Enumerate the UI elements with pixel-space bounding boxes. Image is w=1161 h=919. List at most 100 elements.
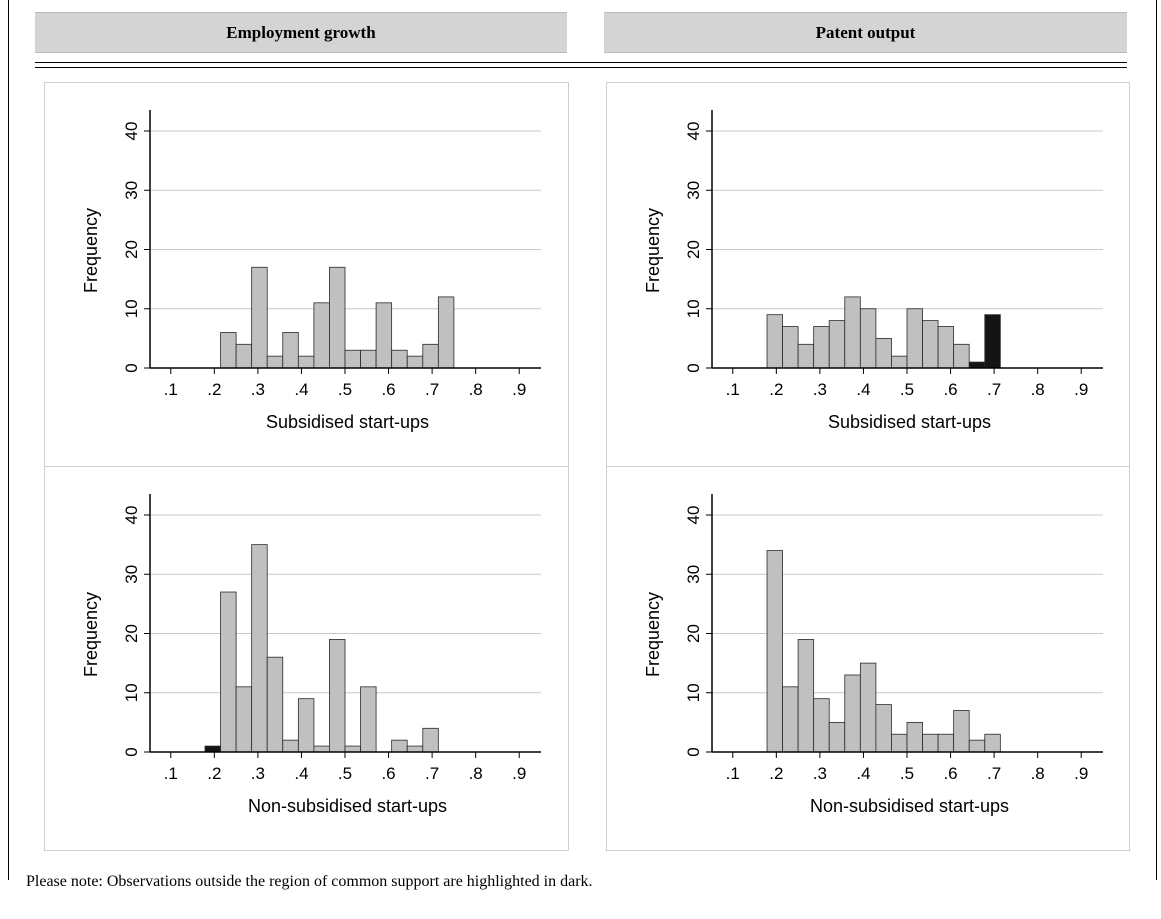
histogram-bar xyxy=(922,733,939,753)
x-tick-label: .5 xyxy=(900,764,914,783)
histogram-bar xyxy=(766,550,783,753)
y-tick-label: 40 xyxy=(684,122,703,141)
histogram-employment-nonsubsidised: 0 10 20 30 40 .1 .2 .3 .4 .5 .6 .7 .8 .9 Frequency Non-… xyxy=(81,494,541,816)
y-tick-label: 10 xyxy=(684,299,703,318)
histogram-bar xyxy=(953,710,970,753)
histogram-bar-outside-support xyxy=(984,314,1001,369)
histogram-employment-subsidised: 0 10 20 30 40 .1 .2 .3 .4 .5 .6 .7 .8 .9 Frequency Subs… xyxy=(81,110,541,432)
x-tick-label: .3 xyxy=(251,380,265,399)
x-tick-label: .9 xyxy=(512,764,526,783)
histogram-bar xyxy=(782,686,799,753)
histogram-bar xyxy=(297,355,315,369)
histogram-bar xyxy=(968,739,986,753)
x-tick-label: .2 xyxy=(769,380,783,399)
histogram-bar xyxy=(266,656,284,753)
histogram-bar xyxy=(266,355,284,369)
histogram-bar xyxy=(922,320,939,369)
footnote: Please note: Observations outside the re… xyxy=(26,873,593,890)
histogram-bar xyxy=(313,745,330,753)
histogram-bar xyxy=(984,733,1001,753)
histogram-bar xyxy=(235,343,253,369)
x-tick-label: .7 xyxy=(987,380,1001,399)
y-tick-label: 20 xyxy=(122,624,141,643)
y-tick-label: 0 xyxy=(684,747,703,756)
histogram-bar xyxy=(344,349,361,369)
histogram-bar xyxy=(844,296,861,369)
histogram-bar xyxy=(813,698,830,753)
histogram-bar xyxy=(859,662,877,753)
histogram-bar xyxy=(953,343,970,369)
figure-frame xyxy=(8,0,1157,880)
y-axis-title: Frequency xyxy=(81,592,101,677)
x-tick-label: .2 xyxy=(207,380,221,399)
x-tick-label: .8 xyxy=(1031,764,1045,783)
histogram-bar xyxy=(375,302,393,369)
x-tick-label: .5 xyxy=(338,764,352,783)
histogram-bar xyxy=(313,302,330,369)
y-tick-label: 0 xyxy=(122,747,141,756)
x-axis-title: Non-subsidised start-ups xyxy=(248,796,447,816)
histogram-bar xyxy=(220,591,237,753)
histogram-bar-outside-support xyxy=(968,361,986,369)
y-tick-label: 20 xyxy=(122,240,141,259)
header-patent-output: Patent output xyxy=(604,12,1127,53)
x-tick-label: .8 xyxy=(469,380,483,399)
x-tick-label: .3 xyxy=(251,764,265,783)
histogram-bar xyxy=(297,698,315,753)
header-employment-growth-label: Employment growth xyxy=(226,22,376,42)
histogram-bar xyxy=(906,308,923,369)
histogram-bar xyxy=(220,332,237,369)
histogram-bar xyxy=(329,266,346,369)
panel-employment-nonsubsidised: 0 10 20 30 40 .1 .2 .3 .4 .5 .6 .7 .8 .9 Frequency Non-… xyxy=(44,466,569,851)
x-tick-label: .4 xyxy=(294,764,308,783)
histogram-bar xyxy=(875,704,892,753)
x-tick-label: .7 xyxy=(425,764,439,783)
histogram-bar xyxy=(391,739,408,753)
x-tick-label: .9 xyxy=(512,380,526,399)
histogram-patent-subsidised: 0 10 20 30 40 .1 .2 .3 .4 .5 .6 .7 .8 .9 Frequency Subs… xyxy=(643,110,1103,432)
histogram-bar xyxy=(360,349,377,369)
x-axis-title: Subsidised start-ups xyxy=(266,412,429,432)
x-tick-label: .4 xyxy=(856,764,870,783)
histogram-bar xyxy=(391,349,408,369)
x-tick-label: .2 xyxy=(769,764,783,783)
histogram-bar xyxy=(797,343,815,369)
x-tick-label: .1 xyxy=(164,764,178,783)
histogram-bar xyxy=(937,326,955,369)
header-patent-output-label: Patent output xyxy=(815,22,916,42)
histogram-bar-outside-support xyxy=(204,745,221,753)
histogram-bar xyxy=(406,355,424,369)
histogram-bar xyxy=(422,343,439,369)
x-tick-label: .8 xyxy=(469,764,483,783)
histogram-bar xyxy=(891,355,908,369)
histogram-bar xyxy=(251,266,268,369)
x-tick-label: .1 xyxy=(164,380,178,399)
y-tick-label: 10 xyxy=(122,299,141,318)
y-tick-label: 40 xyxy=(122,122,141,141)
x-tick-label: .4 xyxy=(294,380,308,399)
y-tick-label: 0 xyxy=(684,363,703,372)
x-tick-label: .1 xyxy=(726,764,740,783)
x-tick-label: .1 xyxy=(726,380,740,399)
y-tick-label: 40 xyxy=(684,506,703,525)
histogram-patent-nonsubsidised: 0 10 20 30 40 .1 .2 .3 .4 .5 .6 .7 .8 .9 Frequency Non-… xyxy=(643,494,1103,816)
y-axis-title: Frequency xyxy=(643,592,663,677)
histogram-bar xyxy=(329,639,346,753)
histogram-bar xyxy=(782,326,799,369)
header-rule-upper xyxy=(35,62,1127,63)
histogram-bar xyxy=(859,308,877,369)
x-tick-label: .6 xyxy=(943,380,957,399)
histogram-bar xyxy=(344,745,361,753)
x-tick-label: .6 xyxy=(943,764,957,783)
histogram-bar xyxy=(844,674,861,753)
x-tick-label: .6 xyxy=(381,380,395,399)
y-tick-label: 30 xyxy=(122,565,141,584)
histogram-bar xyxy=(360,686,377,753)
y-tick-label: 40 xyxy=(122,506,141,525)
x-tick-label: .7 xyxy=(987,764,1001,783)
histogram-bar xyxy=(766,314,783,369)
histogram-bar xyxy=(282,332,299,369)
x-tick-label: .8 xyxy=(1031,380,1045,399)
panel-patent-nonsubsidised: 0 10 20 30 40 .1 .2 .3 .4 .5 .6 .7 .8 .9 Frequency Non-… xyxy=(606,466,1130,851)
panel-employment-subsidised: 0 10 20 30 40 .1 .2 .3 .4 .5 .6 .7 .8 .9 Frequency Subs… xyxy=(44,82,569,467)
